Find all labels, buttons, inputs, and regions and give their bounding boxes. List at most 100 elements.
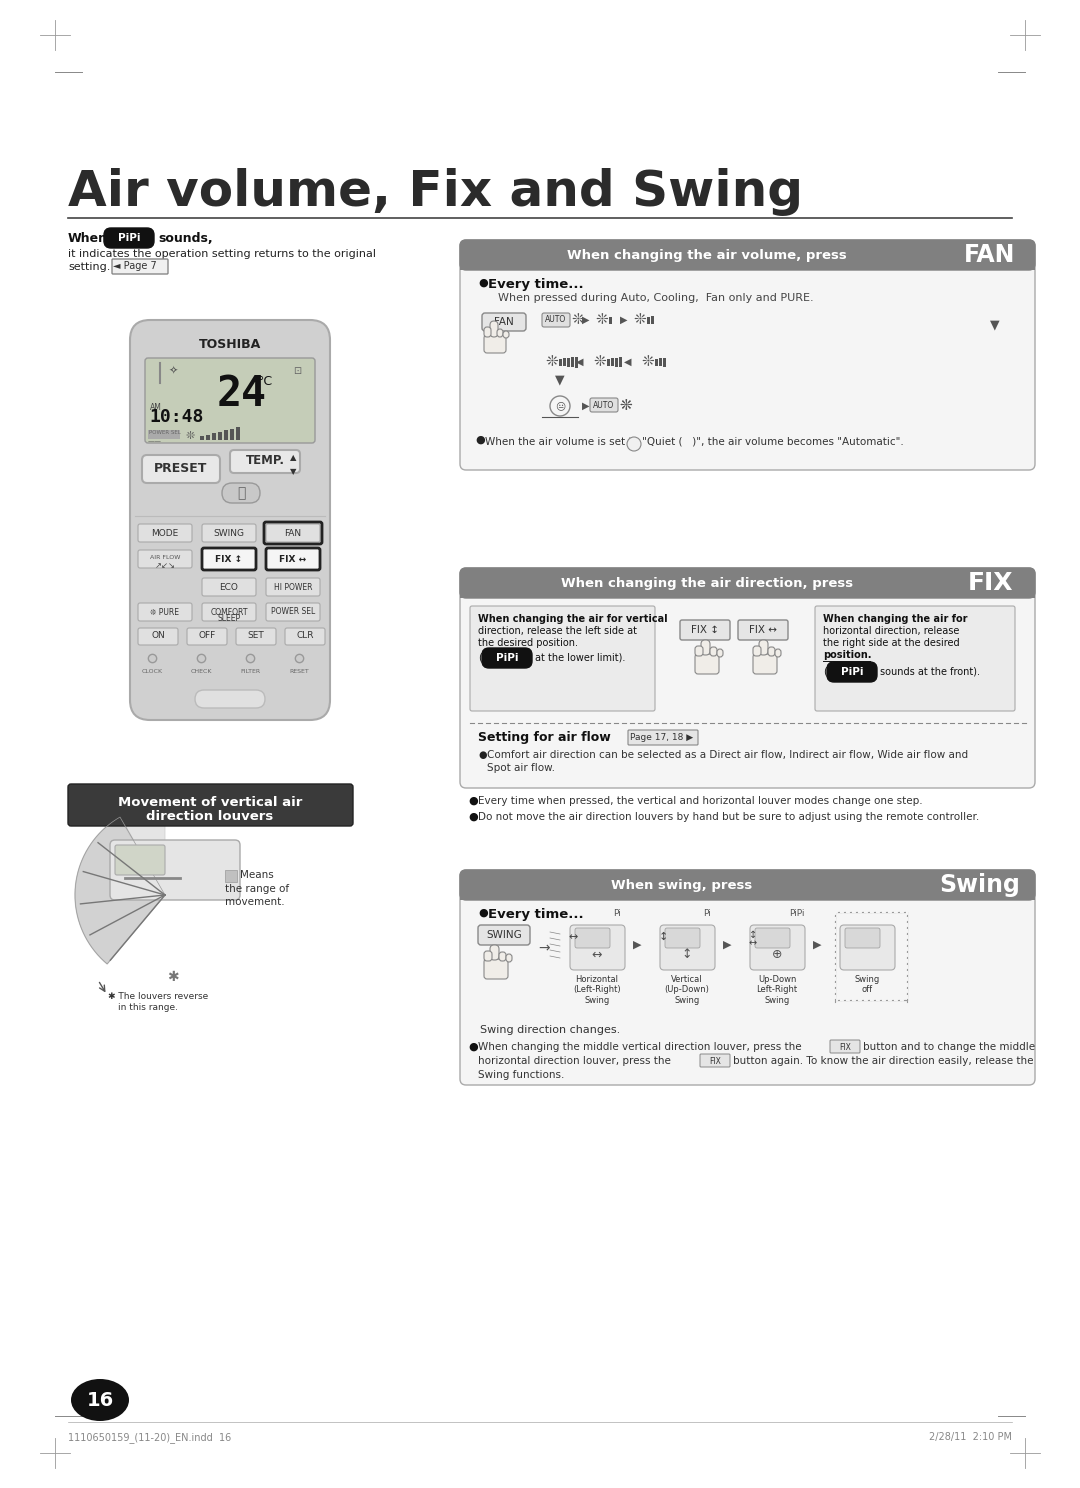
FancyBboxPatch shape bbox=[503, 330, 509, 338]
Text: (: ( bbox=[478, 652, 482, 662]
FancyBboxPatch shape bbox=[460, 240, 1035, 470]
FancyBboxPatch shape bbox=[738, 620, 788, 640]
Bar bbox=[225, 870, 237, 882]
FancyBboxPatch shape bbox=[68, 784, 353, 826]
FancyBboxPatch shape bbox=[490, 945, 499, 960]
Text: AIR FLOW: AIR FLOW bbox=[150, 555, 180, 559]
FancyBboxPatch shape bbox=[696, 646, 703, 656]
Text: ❊: ❊ bbox=[594, 354, 606, 369]
FancyBboxPatch shape bbox=[490, 321, 498, 336]
FancyBboxPatch shape bbox=[202, 524, 256, 542]
Text: CHECK: CHECK bbox=[190, 670, 212, 674]
Bar bbox=[663, 359, 666, 368]
Text: ⊡: ⊡ bbox=[293, 366, 301, 376]
Text: RESET: RESET bbox=[289, 670, 309, 674]
Text: Comfort air direction can be selected as a Direct air flow, Indirect air flow, W: Comfort air direction can be selected as… bbox=[487, 750, 968, 760]
Text: ——: —— bbox=[148, 437, 162, 443]
Text: FAN: FAN bbox=[284, 528, 301, 537]
FancyBboxPatch shape bbox=[665, 929, 700, 948]
Text: Spot air flow.: Spot air flow. bbox=[487, 763, 555, 772]
Polygon shape bbox=[120, 805, 165, 894]
Text: TOSHIBA: TOSHIBA bbox=[199, 338, 261, 351]
Text: ▶: ▶ bbox=[582, 400, 590, 411]
Text: ▶: ▶ bbox=[813, 940, 821, 949]
Bar bbox=[224, 430, 228, 440]
Text: Page 17, 18 ▶: Page 17, 18 ▶ bbox=[631, 732, 693, 741]
FancyBboxPatch shape bbox=[755, 929, 789, 948]
Text: horizontal direction, release: horizontal direction, release bbox=[823, 626, 959, 635]
FancyBboxPatch shape bbox=[499, 952, 507, 961]
Circle shape bbox=[550, 396, 570, 417]
Text: Means: Means bbox=[240, 870, 273, 879]
Text: TEMP.: TEMP. bbox=[245, 454, 284, 467]
Text: ❊: ❊ bbox=[634, 312, 646, 327]
Text: ECO: ECO bbox=[219, 582, 239, 592]
FancyBboxPatch shape bbox=[696, 655, 719, 674]
Text: Swing functions.: Swing functions. bbox=[478, 1070, 565, 1080]
Bar bbox=[647, 317, 650, 324]
FancyBboxPatch shape bbox=[112, 259, 168, 274]
Bar bbox=[148, 430, 180, 439]
Text: FIX ↔: FIX ↔ bbox=[750, 625, 777, 635]
FancyBboxPatch shape bbox=[195, 690, 265, 708]
Bar bbox=[460, 885, 1035, 900]
Text: ●: ● bbox=[478, 750, 486, 760]
Text: ✱: ✱ bbox=[167, 970, 179, 984]
FancyBboxPatch shape bbox=[845, 929, 880, 948]
Text: AUTO: AUTO bbox=[545, 315, 567, 324]
FancyBboxPatch shape bbox=[460, 568, 1035, 598]
Bar bbox=[659, 359, 662, 366]
Text: FIX ↔: FIX ↔ bbox=[280, 555, 307, 564]
Text: 2/28/11  2:10 PM: 2/28/11 2:10 PM bbox=[929, 1431, 1012, 1442]
Ellipse shape bbox=[71, 1379, 129, 1421]
Bar bbox=[563, 359, 566, 366]
Text: When changing the air for vertical: When changing the air for vertical bbox=[478, 615, 667, 623]
Text: ↗↙↘: ↗↙↘ bbox=[154, 561, 175, 570]
Text: FIX: FIX bbox=[839, 1043, 851, 1052]
Text: Every time...: Every time... bbox=[488, 278, 583, 292]
Text: ❊: ❊ bbox=[545, 354, 558, 369]
FancyBboxPatch shape bbox=[237, 628, 276, 644]
Bar bbox=[567, 359, 570, 368]
Bar bbox=[206, 434, 210, 440]
Text: in this range.: in this range. bbox=[118, 1003, 178, 1012]
FancyBboxPatch shape bbox=[285, 628, 325, 644]
Text: Horizontal
(Left-Right)
Swing: Horizontal (Left-Right) Swing bbox=[573, 975, 621, 1004]
Text: the desired position.: the desired position. bbox=[478, 638, 578, 647]
Text: When pressed during Auto, Cooling,  Fan only and PURE.: When pressed during Auto, Cooling, Fan o… bbox=[498, 293, 813, 304]
FancyBboxPatch shape bbox=[266, 577, 320, 597]
FancyBboxPatch shape bbox=[460, 870, 1035, 1085]
Text: ❊ PURE: ❊ PURE bbox=[150, 607, 179, 616]
Bar bbox=[651, 315, 654, 324]
Bar bbox=[200, 436, 204, 440]
Text: ▶: ▶ bbox=[620, 315, 627, 324]
Text: ◄ Page 7: ◄ Page 7 bbox=[113, 260, 157, 271]
FancyBboxPatch shape bbox=[138, 524, 192, 542]
Text: SWING: SWING bbox=[486, 930, 522, 940]
FancyBboxPatch shape bbox=[104, 228, 154, 248]
Text: it indicates the operation setting returns to the original: it indicates the operation setting retur… bbox=[68, 248, 376, 259]
Bar bbox=[218, 432, 222, 440]
Text: Movement of vertical air: Movement of vertical air bbox=[118, 796, 302, 809]
Text: (: ( bbox=[823, 667, 827, 676]
Text: PiPi: PiPi bbox=[496, 653, 518, 664]
FancyBboxPatch shape bbox=[484, 951, 492, 961]
Bar bbox=[654, 359, 658, 366]
FancyBboxPatch shape bbox=[484, 335, 507, 353]
Text: When swing, press: When swing, press bbox=[611, 878, 753, 891]
Bar bbox=[460, 583, 1035, 598]
FancyBboxPatch shape bbox=[138, 551, 192, 568]
FancyBboxPatch shape bbox=[460, 870, 1035, 900]
Text: ●: ● bbox=[478, 908, 488, 918]
FancyBboxPatch shape bbox=[460, 240, 1035, 269]
Text: When the air volume is set to "Quiet (   )", the air volume becomes "Automatic".: When the air volume is set to "Quiet ( )… bbox=[485, 436, 904, 446]
Text: ▶: ▶ bbox=[633, 940, 642, 949]
Bar bbox=[212, 433, 216, 440]
Text: ↔: ↔ bbox=[748, 937, 757, 948]
Text: ❊: ❊ bbox=[571, 312, 584, 327]
Text: 10:48: 10:48 bbox=[149, 408, 203, 426]
Bar bbox=[607, 359, 610, 366]
Text: ↕: ↕ bbox=[681, 948, 692, 961]
Bar bbox=[230, 429, 234, 440]
Text: PiPi: PiPi bbox=[118, 234, 140, 243]
